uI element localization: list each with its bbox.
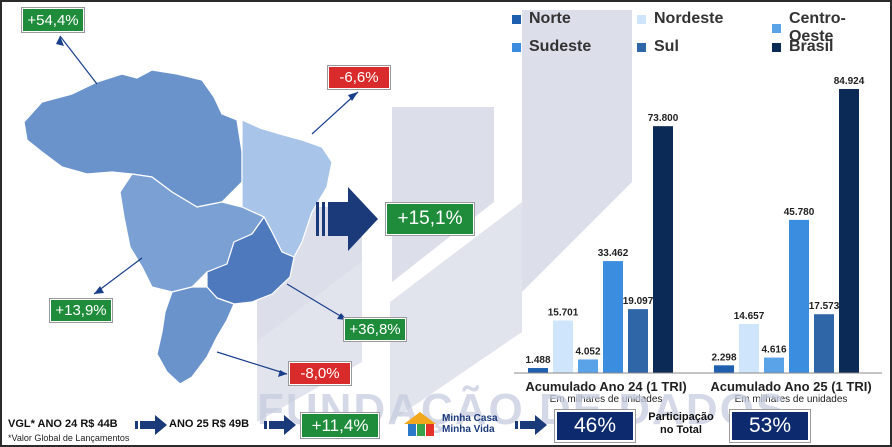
legend-swatch <box>637 14 646 24</box>
legend-item-nordeste: Nordeste <box>637 10 723 28</box>
participation-line-2: no Total <box>660 424 702 436</box>
share-25-box: 53% <box>730 410 810 442</box>
legend-item-brasil: Brasil <box>772 38 833 56</box>
legend-label: Nordeste <box>654 10 724 27</box>
south-growth-badge: -8,0% <box>289 362 351 385</box>
bar-sul-1 <box>814 314 834 373</box>
bar-sudeste-1 <box>789 219 809 373</box>
legend-label: Sudeste <box>529 38 592 55</box>
minha-casa-logo-icon <box>404 412 436 436</box>
legend-swatch <box>637 42 646 52</box>
bar-value-label: 19.097 <box>623 296 654 307</box>
big-right-arrow <box>316 187 378 251</box>
legend-swatch <box>772 23 781 33</box>
southeast-growth-badge: +36,8% <box>344 318 406 341</box>
legend-swatch <box>772 42 781 52</box>
legend-label: Norte <box>529 10 571 27</box>
bar-norte-1 <box>714 365 734 373</box>
bar-value-label: 84.924 <box>834 76 865 87</box>
bar-brasil-1 <box>839 88 859 373</box>
brazil-map <box>23 35 359 385</box>
bar-value-label: 33.462 <box>598 248 629 259</box>
bar-value-label: 73.800 <box>648 113 679 124</box>
arrow-icon <box>135 415 167 435</box>
bar-nordeste-0 <box>553 320 573 373</box>
category-subtitle-25: Em milhares de unidades <box>734 394 848 405</box>
vgl-25-text: ANO 25 R$ 49B <box>169 418 250 430</box>
region-northeast <box>241 119 333 258</box>
arrow-icon <box>264 415 296 435</box>
bar-sul-0 <box>628 309 648 373</box>
vgl-24-text: VGL* ANO 24 R$ 44B <box>8 418 118 430</box>
logo-line-2: Minha Vida <box>442 424 495 435</box>
participation-line-1: Participação <box>648 411 714 423</box>
participation-label: Participação no Total <box>642 411 720 437</box>
bar-value-label: 17.573 <box>809 301 840 312</box>
bar-value-label: 45.780 <box>784 207 815 218</box>
logo-line-1: Minha Casa <box>442 413 498 424</box>
vgl-growth-badge: +11,4% <box>301 413 379 438</box>
bar-value-label: 2.298 <box>711 352 736 363</box>
bar-value-label: 14.657 <box>734 311 765 322</box>
total-growth-badge: +15,1% <box>386 203 474 235</box>
bar-centro-oeste-1 <box>764 357 784 373</box>
legend-item-sul: Sul <box>637 38 679 56</box>
arrow-icon <box>515 415 547 435</box>
legend-label: Sul <box>654 38 679 55</box>
legend-item-sudeste: Sudeste <box>512 38 591 56</box>
legend-swatch <box>512 14 521 24</box>
region-south <box>156 286 235 385</box>
north-growth-badge: +54,4% <box>22 8 84 32</box>
share-24-box: 46% <box>555 410 635 442</box>
category-label-24: Acumulado Ano 24 (1 TRI) <box>525 379 687 394</box>
legend-label: Brasil <box>789 38 834 55</box>
legend-item-centro-oeste: Centro-Oeste <box>772 10 890 46</box>
northeast-growth-badge: -6,6% <box>328 66 390 89</box>
vgl-footnote: *Valor Global de Lançamentos <box>8 433 130 443</box>
centerwest-growth-badge: +13,9% <box>50 299 112 322</box>
bar-value-label: 4.052 <box>575 346 600 357</box>
category-subtitle-24: Em milhares de unidades <box>549 394 663 405</box>
bar-nordeste-1 <box>739 323 759 373</box>
bar-norte-0 <box>528 368 548 373</box>
category-label-25: Acumulado Ano 25 (1 TRI) <box>710 379 872 394</box>
minha-casa-logo-text: Minha Casa Minha Vida <box>442 413 498 435</box>
bar-sudeste-0 <box>603 261 623 373</box>
bar-value-label: 15.701 <box>548 307 579 318</box>
legend-label: Centro-Oeste <box>788 10 846 45</box>
bar-value-label: 4.616 <box>761 345 786 356</box>
legend-swatch <box>512 42 521 52</box>
bar-brasil-0 <box>653 126 673 374</box>
bar-value-label: 1.488 <box>525 355 550 366</box>
legend-item-norte: Norte <box>512 10 571 28</box>
bar-centro-oeste-0 <box>578 359 598 373</box>
